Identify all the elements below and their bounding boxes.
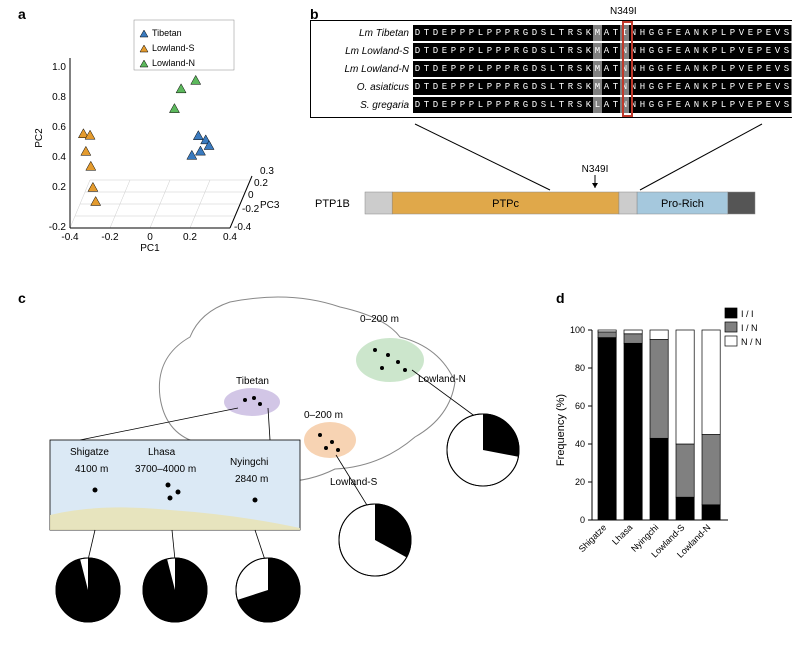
svg-text:-0.2: -0.2 (101, 232, 119, 243)
map-alt-n: 0–200 m (360, 314, 399, 325)
pc2-ticks: -0.2 0.2 0.4 0.6 0.8 1.0 (49, 62, 67, 233)
domain-svg: N349I PTPc Pro-Rich PTP1B (310, 122, 772, 262)
pca-3d-plot: PC1 PC2 PC3 -0.4-0.200.20.4 -0.20.20.40.… (20, 8, 300, 258)
svg-text:20: 20 (575, 477, 585, 487)
svg-text:0.4: 0.4 (52, 152, 66, 163)
svg-text:Lhasa: Lhasa (148, 447, 176, 458)
svg-text:0: 0 (580, 515, 585, 525)
svg-text:3700–4000 m: 3700–4000 m (135, 464, 196, 475)
svg-text:40: 40 (575, 439, 585, 449)
panel-d-stacked-bar: 020406080100ShigatzeLhasaNyingchiLowland… (550, 300, 780, 600)
svg-text:100: 100 (570, 325, 585, 335)
svg-text:0.6: 0.6 (52, 122, 66, 133)
svg-text:Nyingchi: Nyingchi (230, 457, 268, 468)
pca-legend: Tibetan Lowland-S Lowland-N (134, 20, 234, 70)
pc3-label: PC3 (260, 200, 280, 211)
stacked-bar-svg: 020406080100ShigatzeLhasaNyingchiLowland… (550, 300, 780, 600)
svg-text:-0.2: -0.2 (49, 222, 67, 233)
svg-text:1.0: 1.0 (52, 62, 66, 73)
mutation-label-top: N349I (610, 6, 637, 17)
svg-text:-0.4: -0.4 (234, 222, 252, 233)
pc1-ticks: -0.4 -0.2 0 0.2 0.4 (61, 232, 237, 243)
svg-text:0: 0 (147, 232, 153, 243)
panel-a-3d-scatter: PC1 PC2 PC3 -0.4-0.200.20.4 -0.20.20.40.… (20, 8, 300, 258)
svg-text:2840 m: 2840 m (235, 474, 268, 485)
svg-text:0.2: 0.2 (52, 182, 66, 193)
svg-text:Lhasa: Lhasa (610, 522, 634, 546)
svg-text:0.2: 0.2 (254, 178, 268, 189)
svg-text:I / N: I / N (741, 323, 758, 333)
map-label-lowland-s: Lowland-S (330, 477, 378, 488)
panel-c-map: Tibetan 0–200 m Lowland-N 0–200 m Lowlan… (20, 290, 540, 630)
region-tibetan (224, 388, 280, 416)
ylabel: Frequency (%) (555, 394, 567, 466)
svg-text:0.2: 0.2 (183, 232, 197, 243)
svg-text:80: 80 (575, 363, 585, 373)
svg-text:0.3: 0.3 (260, 166, 274, 177)
pca-points (78, 53, 214, 205)
svg-text:Tibetan: Tibetan (152, 28, 182, 38)
svg-text:Lowland-S: Lowland-S (152, 43, 195, 53)
svg-text:PTPc: PTPc (492, 198, 519, 210)
mutation-label-arrow: N349I (582, 164, 609, 175)
protein-name: PTP1B (315, 198, 350, 210)
svg-text:Shigatze: Shigatze (577, 522, 609, 554)
map-label-tibetan: Tibetan (236, 376, 269, 387)
svg-text:0: 0 (248, 190, 254, 201)
svg-text:0.8: 0.8 (52, 92, 66, 103)
svg-text:Pro-Rich: Pro-Rich (661, 198, 704, 210)
svg-text:4100 m: 4100 m (75, 464, 108, 475)
pc1-label: PC1 (140, 243, 160, 254)
alignment-box: Lm TibetanDTDEPPPLPPPRGDSLTRSKMATINHGGFE… (310, 20, 792, 118)
svg-text:0.4: 0.4 (223, 232, 237, 243)
svg-text:60: 60 (575, 401, 585, 411)
svg-text:I / I: I / I (741, 309, 754, 319)
pc2-label: PC2 (34, 128, 45, 148)
svg-text:Shigatze: Shigatze (70, 447, 109, 458)
map-svg: Tibetan 0–200 m Lowland-N 0–200 m Lowlan… (20, 290, 540, 630)
svg-text:-0.4: -0.4 (61, 232, 79, 243)
svg-text:-0.2: -0.2 (242, 204, 260, 215)
bar-legend: I / I I / N N / N (725, 308, 762, 347)
svg-text:N / N: N / N (741, 337, 762, 347)
region-lowland-n (356, 338, 424, 382)
map-alt-s: 0–200 m (304, 410, 343, 421)
region-lowland-s (304, 422, 356, 458)
panel-b-alignment: N349I Lm TibetanDTDEPPPLPPPRGDSLTRSKMATI… (310, 8, 772, 268)
svg-text:Lowland-N: Lowland-N (152, 58, 195, 68)
